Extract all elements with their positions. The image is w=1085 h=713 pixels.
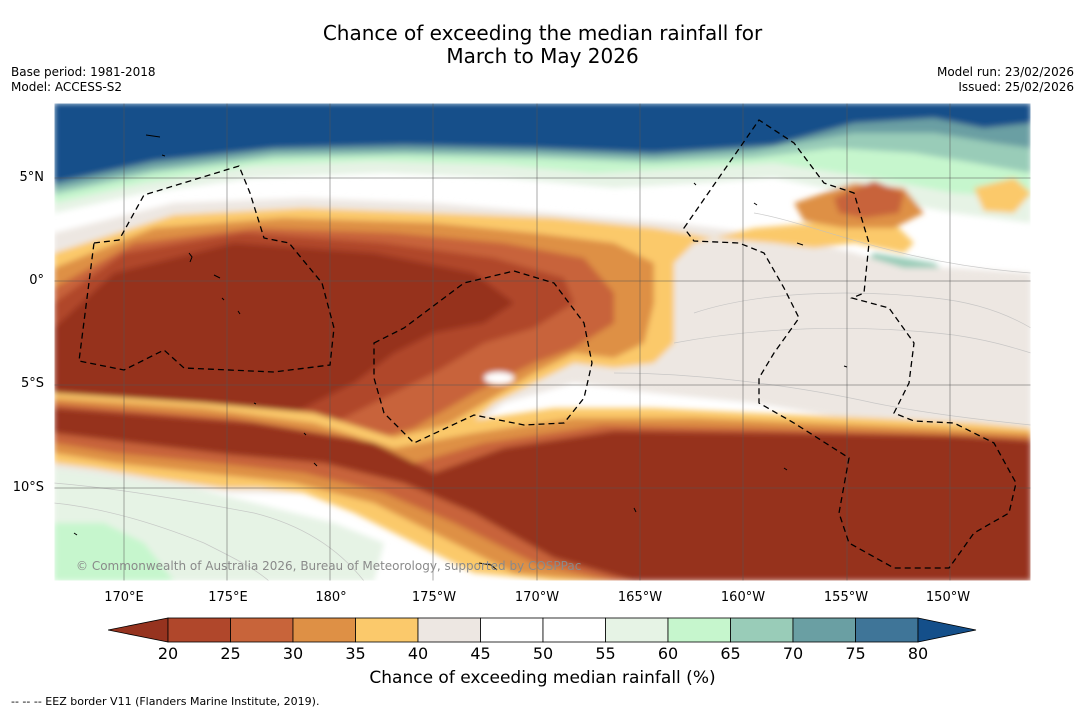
colorbar-tick-25: 25 (220, 644, 241, 663)
grid-lines (54, 103, 1031, 581)
model-run: Model run: 23/02/2026 (936, 65, 1074, 79)
colorbar-box-9 (730, 617, 794, 643)
colorbar-box-3 (355, 617, 419, 643)
colorbar-tick-50: 50 (532, 644, 554, 663)
colorbar-box-8 (667, 617, 731, 643)
lon-label-2: 180° (315, 590, 347, 605)
colorbar (108, 617, 977, 643)
colorbar-tick-35: 35 (345, 644, 366, 663)
colorbar-box-11 (855, 617, 919, 643)
colorbar-tick-75: 75 (845, 644, 866, 663)
lon-label-6: 160°W (720, 590, 766, 605)
colorbar-title: Chance of exceeding median rainfall (%) (369, 668, 716, 688)
eez-borders (78, 119, 1017, 569)
title-line-1: Chance of exceeding the median rainfall … (322, 21, 763, 45)
colorbar-tick-60: 60 (657, 644, 679, 663)
lat-label-3: 10°S (12, 480, 44, 495)
colorbar-tick-80: 80 (907, 644, 929, 663)
lon-label-4: 170°W (514, 590, 560, 605)
meta-left: Base period: 1981-2018 Model: ACCESS-S2 (11, 65, 156, 95)
lon-label-7: 155°W (823, 590, 869, 605)
islands (73, 134, 848, 571)
copyright-text: © Commonwealth of Australia 2026, Bureau… (76, 559, 582, 573)
colorbar-extend-high (917, 617, 977, 643)
model-name: Model: ACCESS-S2 (11, 80, 123, 94)
issued-date: Issued: 25/02/2026 (958, 80, 1074, 94)
probability-field (54, 103, 1031, 581)
lon-label-3: 175°W (411, 590, 457, 605)
lon-label-8: 150°W (925, 590, 971, 605)
map-title: Chance of exceeding the median rainfall … (0, 22, 1085, 68)
colorbar-box-6 (542, 617, 606, 643)
base-period: Base period: 1981-2018 (11, 65, 156, 79)
colorbar-box-0 (167, 617, 231, 643)
colorbar-tick-55: 55 (595, 644, 616, 663)
colorbar-box-1 (230, 617, 294, 643)
colorbar-box-4 (417, 617, 481, 643)
eez-legend-note: -- -- -- EEZ border V11 (Flanders Marine… (11, 695, 320, 708)
lat-label-0: 5°N (19, 170, 45, 185)
lon-label-0: 170°E (104, 590, 144, 605)
colorbar-extend-low (108, 617, 169, 643)
colorbar-tick-40: 40 (407, 644, 429, 663)
lon-label-1: 175°E (208, 590, 248, 605)
colorbar-box-5 (480, 617, 544, 643)
lon-label-5: 165°W (617, 590, 663, 605)
colorbar-tick-45: 45 (470, 644, 491, 663)
meta-right: Model run: 23/02/2026 Issued: 25/02/2026 (937, 65, 1074, 95)
colorbar-box-2 (292, 617, 356, 643)
title-line-2: March to May 2026 (446, 44, 639, 68)
colorbar-tick-65: 65 (720, 644, 741, 663)
colorbar-tick-30: 30 (282, 644, 304, 663)
contour-lines (54, 212, 1031, 581)
lat-label-1: 0° (29, 273, 44, 288)
lat-label-2: 5°S (20, 376, 44, 391)
colorbar-tick-70: 70 (782, 644, 804, 663)
rainfall-map (54, 103, 1031, 581)
colorbar-box-7 (605, 617, 669, 643)
colorbar-box-10 (792, 617, 856, 643)
colorbar-tick-20: 20 (157, 644, 179, 663)
